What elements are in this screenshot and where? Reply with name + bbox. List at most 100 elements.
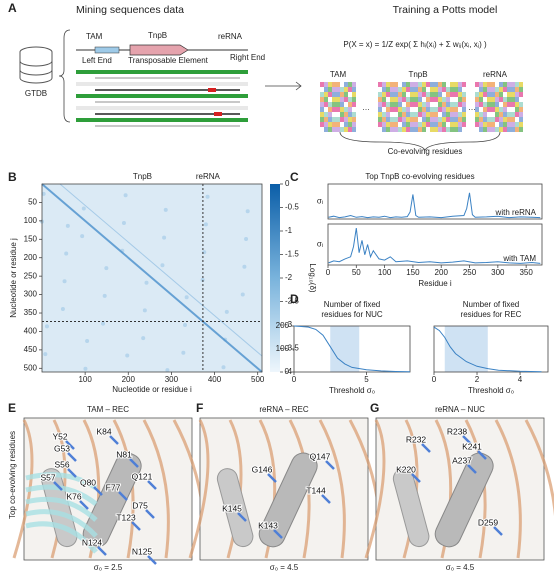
msa-cell: [479, 102, 483, 107]
side-chain: [462, 435, 472, 445]
msa-cell: [507, 92, 511, 97]
heatmap-spot: [224, 309, 229, 314]
msa-cell: [352, 122, 356, 127]
legend-label: with TAM: [502, 254, 536, 263]
msa-cell: [438, 82, 442, 87]
msa-cell: [519, 102, 523, 107]
msa-cell: [320, 92, 324, 97]
msa-cell: [398, 97, 402, 102]
msa-cell: [458, 107, 462, 112]
heatmap-spot: [240, 292, 245, 297]
msa-cell: [483, 102, 487, 107]
msa-cell: [352, 112, 356, 117]
msa-cell: [390, 112, 394, 117]
msa-cell: [515, 107, 519, 112]
msa-cell: [503, 87, 507, 92]
msa-cell: [475, 127, 479, 132]
chart-title: residues for REC: [461, 310, 522, 319]
msa-cell: [507, 122, 511, 127]
msa-cell: [499, 107, 503, 112]
residue-label: G146: [252, 464, 273, 474]
y-tick-label: 200: [276, 321, 290, 330]
x-tick-label: 250: [463, 268, 477, 277]
frame: [433, 325, 549, 373]
msa-cell: [442, 117, 446, 122]
msa-cell: [382, 102, 386, 107]
heatmap-spot: [44, 324, 49, 329]
msa-cell: [348, 122, 352, 127]
colorbar-label: Log₁₀(δ): [308, 263, 317, 292]
frame: [41, 183, 263, 373]
msa-cell: [491, 102, 495, 107]
msa-cell: [352, 97, 356, 102]
msa-cell: [336, 102, 340, 107]
y-tick-label: 100: [24, 216, 38, 225]
msa-cell: [475, 92, 479, 97]
region-label: Transposable Element: [128, 56, 209, 65]
msa-cell: [336, 127, 340, 132]
msa-cell: [378, 97, 382, 102]
msa-cell: [426, 102, 430, 107]
brace: [58, 29, 71, 123]
msa-cell: [406, 87, 410, 92]
msa-cell: [495, 122, 499, 127]
note: Co-evolving residues: [388, 147, 463, 156]
msa-cell: [422, 82, 426, 87]
msa-cell: [324, 92, 328, 97]
side-chain: [131, 521, 141, 531]
msa-cell: [487, 102, 491, 107]
side-chain: [411, 473, 421, 483]
msa-cell: [426, 87, 430, 92]
axis-label: σᵢ: [317, 240, 323, 249]
msa-cell: [398, 112, 402, 117]
rna-ribbon: [524, 419, 554, 517]
msa-cell: [406, 82, 410, 87]
msa-cell: [434, 117, 438, 122]
msa-cell: [442, 102, 446, 107]
region-label: Left End: [82, 56, 112, 65]
heatmap-spot: [205, 194, 210, 199]
msa-cell: [344, 112, 348, 117]
side-chain: [421, 443, 431, 453]
msa-cell: [378, 122, 382, 127]
msa-cell: [328, 102, 332, 107]
residue-label: R238: [447, 426, 468, 436]
msa-cell: [438, 122, 442, 127]
msa-cell: [332, 102, 336, 107]
msa-cell: [479, 87, 483, 92]
msa-cell: [519, 97, 523, 102]
msa-cell: [422, 112, 426, 117]
rna-ribbon: [318, 419, 346, 559]
msa-cell: [495, 92, 499, 97]
residue-label: N124: [82, 537, 103, 547]
msa-cell: [422, 97, 426, 102]
y-tick-label: 500: [24, 363, 38, 372]
msa-cell: [324, 127, 328, 132]
msa-cell: [402, 87, 406, 92]
msa-cell: [378, 117, 382, 122]
msa-cell: [402, 112, 406, 117]
residue-label: K145: [222, 503, 242, 513]
side-chain: [97, 546, 107, 556]
msa-cell: [446, 127, 450, 132]
threshold-label: σ₀ = 2.5: [94, 563, 123, 572]
msa-cell: [511, 112, 515, 117]
msa-cell: [328, 107, 332, 112]
msa-cell: [462, 122, 466, 127]
msa-cell: [491, 82, 495, 87]
msa-cell: [414, 92, 418, 97]
msa-cell: [442, 127, 446, 132]
msa-cell: [382, 127, 386, 132]
msa-cell: [499, 122, 503, 127]
msa-cell: [483, 122, 487, 127]
msa-cell: [422, 92, 426, 97]
line-series: [328, 228, 541, 264]
x-tick-label: 2: [475, 375, 480, 384]
msa-cell: [479, 97, 483, 102]
msa-cell: [454, 92, 458, 97]
msa-cell: [479, 127, 483, 132]
track: [76, 106, 248, 110]
residue-label: Y52: [52, 431, 67, 441]
msa-cell: [458, 82, 462, 87]
panel-label: A: [8, 1, 17, 15]
